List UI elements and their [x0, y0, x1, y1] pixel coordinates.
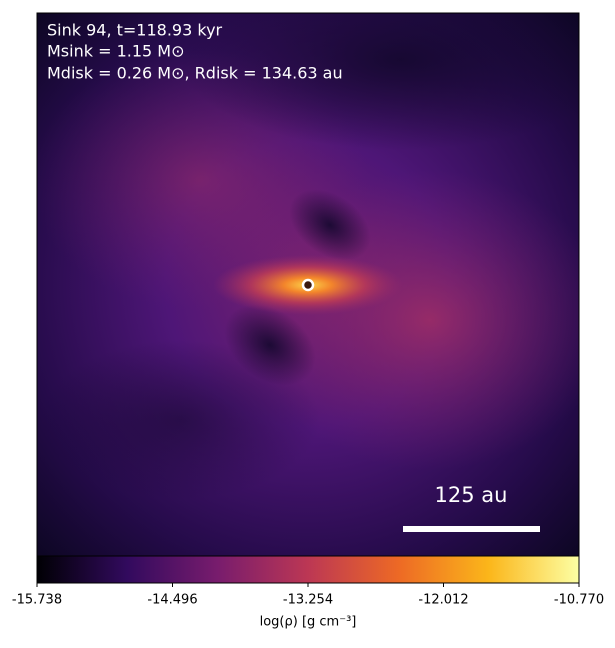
annotation: Msink = 1.15 M⊙ [47, 42, 185, 61]
density-image [37, 13, 579, 556]
colorbar-tick-label: -14.496 [147, 593, 197, 608]
colorbar-tick-label: -15.738 [12, 593, 62, 608]
colorbar-label: log(ρ) [g cm⁻³] [260, 615, 357, 630]
annotation: Mdisk = 0.26 M⊙, Rdisk = 134.63 au [47, 64, 343, 83]
colorbar-tick-label: -10.770 [554, 593, 604, 608]
scale-bar [403, 526, 540, 532]
scale-bar-label: 125 au [435, 483, 508, 507]
colorbar-tick-label: -13.254 [283, 593, 333, 608]
colorbar-tick-label: -12.012 [418, 593, 468, 608]
annotation: Sink 94, t=118.93 kyr [47, 21, 223, 40]
sink-marker [301, 278, 315, 292]
colorbar [36, 555, 580, 584]
